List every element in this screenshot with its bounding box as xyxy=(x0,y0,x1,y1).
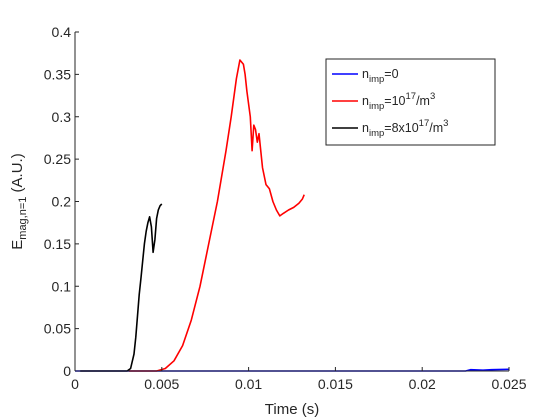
y-axis-label: Emag,n=1 (A.U.) xyxy=(9,153,29,249)
x-tick-label: 0.025 xyxy=(491,376,526,392)
x-tick-label: 0.02 xyxy=(409,376,436,392)
x-tick-label: 0 xyxy=(71,376,79,392)
y-tick-label: 0.3 xyxy=(52,109,72,125)
y-tick-label: 0.15 xyxy=(44,236,71,252)
legend: nimp=0 nimp=1017/m3 nimp=8x1017/m3 xyxy=(325,58,496,146)
y-axis-label-subscript: mag,n=1 xyxy=(17,197,29,240)
legend-entry-1: nimp=1017/m3 xyxy=(362,91,435,112)
legend-entry-0: nimp=0 xyxy=(362,67,399,85)
y-tick-label: 0.25 xyxy=(44,151,71,167)
x-axis-label: Time (s) xyxy=(265,401,319,418)
x-tick-label: 0.01 xyxy=(235,376,262,392)
y-tick-label: 0.4 xyxy=(52,24,72,40)
legend-entry-2: nimp=8x1017/m3 xyxy=(362,118,448,139)
y-tick-label: 0.05 xyxy=(44,321,71,337)
series-line-2 xyxy=(80,203,163,372)
y-axis-label-suffix: (A.U.) xyxy=(9,153,26,196)
y-tick-label: 0.1 xyxy=(52,278,72,294)
x-tick-label: 0.015 xyxy=(318,376,353,392)
y-tick-label: 0.35 xyxy=(44,66,71,82)
y-axis-label-base: E xyxy=(9,240,26,250)
x-tick-label: 0.005 xyxy=(144,376,179,392)
y-tick-label: 0.2 xyxy=(52,194,72,210)
ticks-layer: 0 0.005 0.01 0.015 0.02 0.025 0 0.05 0.1 0.15 0.2 0… xyxy=(44,24,527,392)
series-line-1 xyxy=(128,59,305,372)
y-tick-label: 0 xyxy=(63,363,71,379)
